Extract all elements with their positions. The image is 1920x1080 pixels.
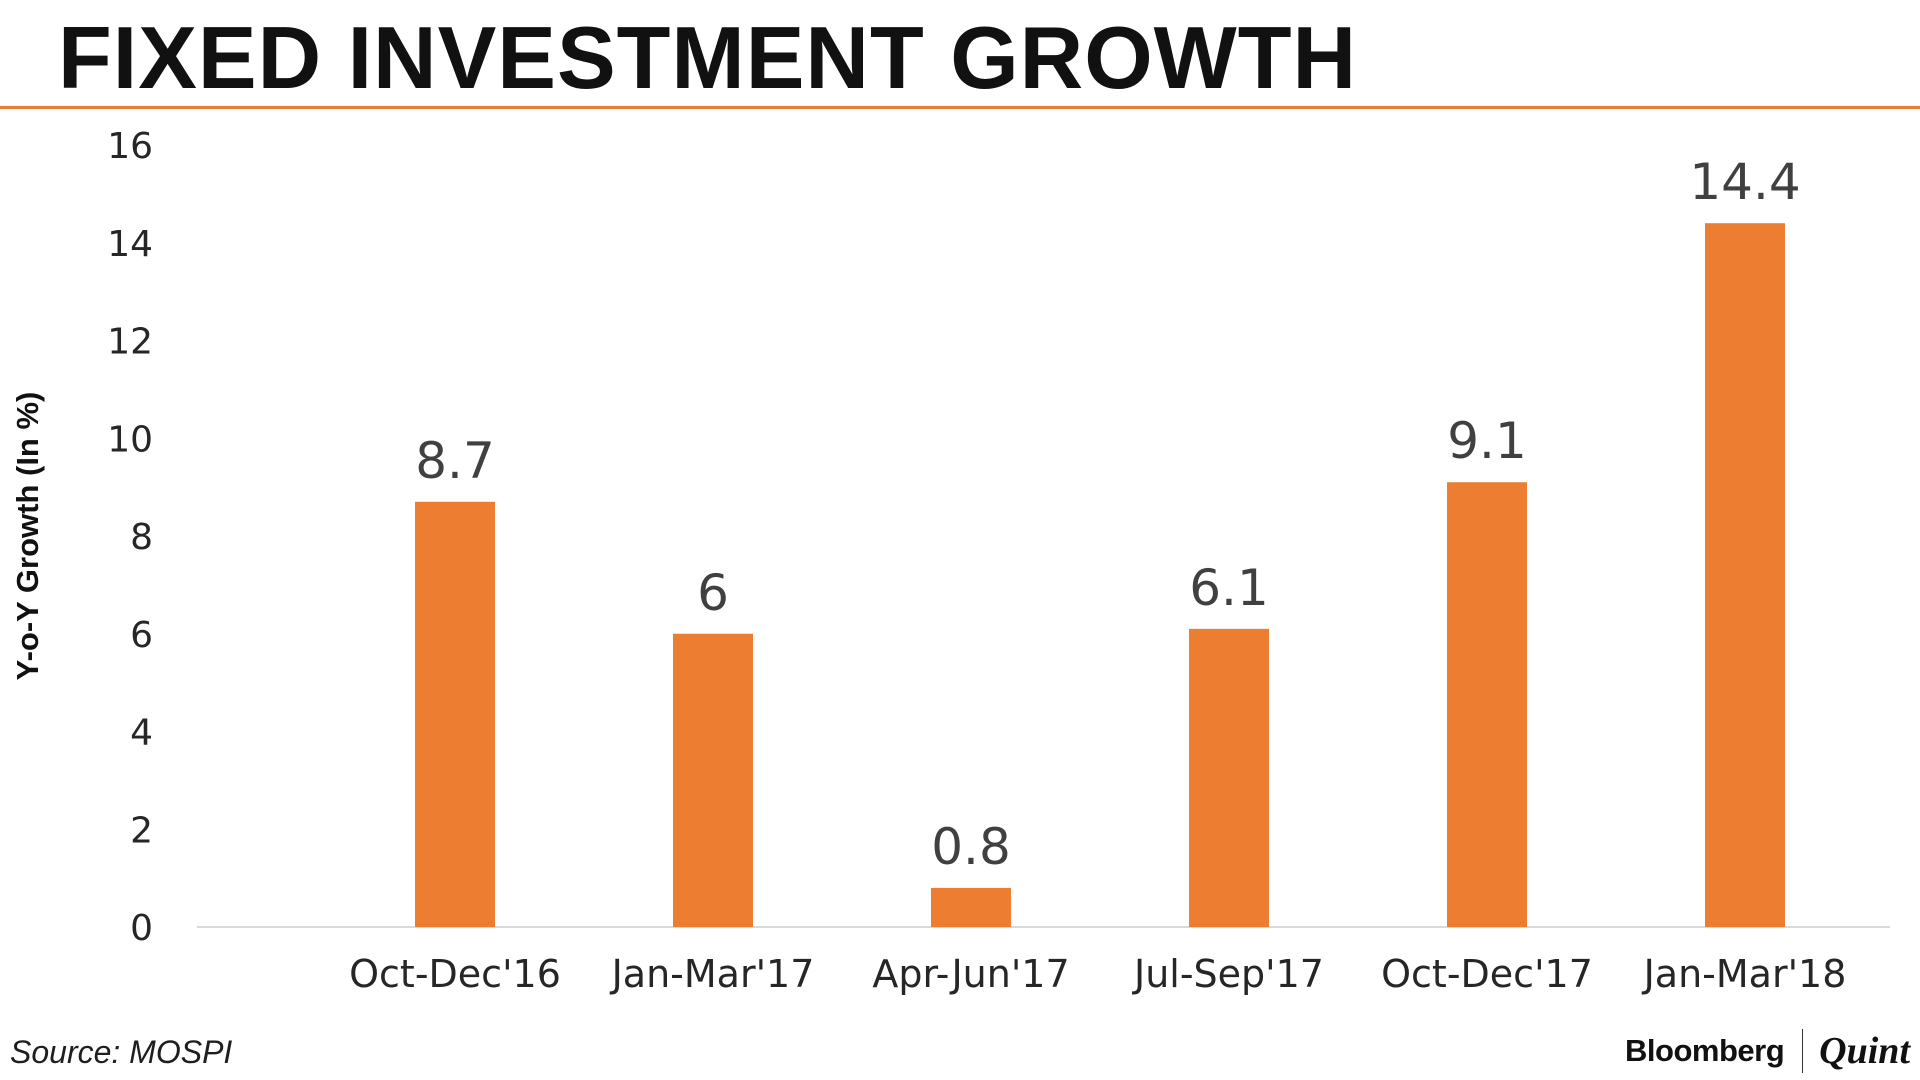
bar	[673, 633, 753, 927]
data-labels: 8.7 6 0.8 6.1 9.1 14.4	[415, 153, 1800, 876]
x-axis-labels: Oct-Dec'16 Jan-Mar'17 Apr-Jun'17 Jul-Sep'17…	[349, 952, 1846, 996]
data-label: 9.1	[1447, 412, 1527, 470]
bar	[1705, 223, 1785, 927]
bar	[415, 501, 495, 927]
y-tick-label: 10	[107, 419, 153, 460]
x-tick-label: Apr-Jun'17	[872, 952, 1069, 996]
y-tick-label: 12	[107, 322, 153, 363]
brand-bloomberg-text: Bloomberg	[1625, 1033, 1785, 1068]
bar	[1447, 482, 1527, 927]
data-label: 0.8	[931, 818, 1011, 876]
data-label: 8.7	[415, 432, 495, 490]
y-tick-label: 0	[130, 908, 153, 949]
chart-title: FIXED INVESTMENT GROWTH	[58, 8, 1357, 107]
title-divider	[0, 106, 1920, 109]
y-tick-label: 4	[130, 713, 153, 754]
x-tick-label: Oct-Dec'17	[1381, 952, 1593, 996]
data-label: 14.4	[1689, 153, 1800, 211]
brand-quint-text: Quint	[1819, 1030, 1910, 1072]
data-label: 6	[697, 564, 729, 622]
y-tick-label: 2	[130, 810, 153, 851]
data-label: 6.1	[1189, 559, 1269, 617]
x-tick-label: Jan-Mar'18	[1642, 952, 1847, 996]
y-axis-ticks: 0 2 4 6 8 10 12 14 16	[107, 126, 153, 949]
bar	[931, 887, 1011, 927]
y-tick-label: 6	[130, 615, 153, 656]
brand-logo: Bloomberg Quint	[1625, 1028, 1910, 1074]
y-axis-title: Y-o-Y Growth (In %)	[10, 392, 45, 681]
x-tick-label: Jan-Mar'17	[610, 952, 815, 996]
y-tick-label: 8	[130, 517, 153, 558]
bar-series	[415, 223, 1785, 927]
x-tick-label: Jul-Sep'17	[1132, 952, 1324, 996]
x-tick-label: Oct-Dec'16	[349, 952, 561, 996]
brand-separator	[1802, 1029, 1804, 1073]
y-tick-label: 16	[107, 126, 153, 167]
bar	[1189, 628, 1269, 927]
y-tick-label: 14	[107, 224, 153, 265]
source-note: Source: MOSPI	[10, 1034, 233, 1070]
